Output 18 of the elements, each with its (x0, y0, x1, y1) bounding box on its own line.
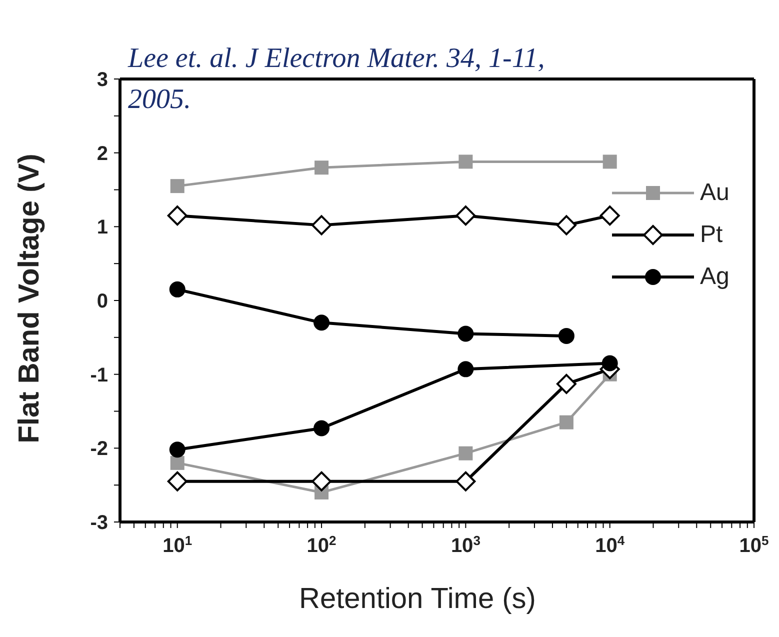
legend-label: Pt (700, 221, 723, 249)
y-tick-label: -1 (90, 364, 108, 386)
legend-label: Au (700, 179, 730, 207)
y-tick-label: -2 (90, 438, 108, 460)
x-tick-label: 10$^{2}$ (306, 532, 336, 557)
x-tick-label: 10$^{5}$ (739, 532, 769, 557)
annotation: Lee et. al. J Electron Mater. 34, 1-11, 2005. (128, 42, 546, 117)
y-tick-label: 2 (96, 142, 108, 165)
x-tick-label: 10$^{4}$ (595, 532, 626, 557)
y-tick-label: 0 (96, 290, 108, 312)
x-axis-title: Retention Time (s) (298, 583, 537, 616)
y-tick-label: -3 (90, 512, 108, 534)
y-axis-title: Flat Band Voltage (V) (14, 152, 46, 446)
x-tick-label: 10$^{1}$ (162, 532, 192, 557)
y-tick-label: 1 (96, 216, 108, 239)
y-tick-label: 3 (96, 69, 108, 91)
x-tick-label: 10$^{3}$ (450, 532, 480, 557)
legend-label: Ag (700, 263, 730, 291)
